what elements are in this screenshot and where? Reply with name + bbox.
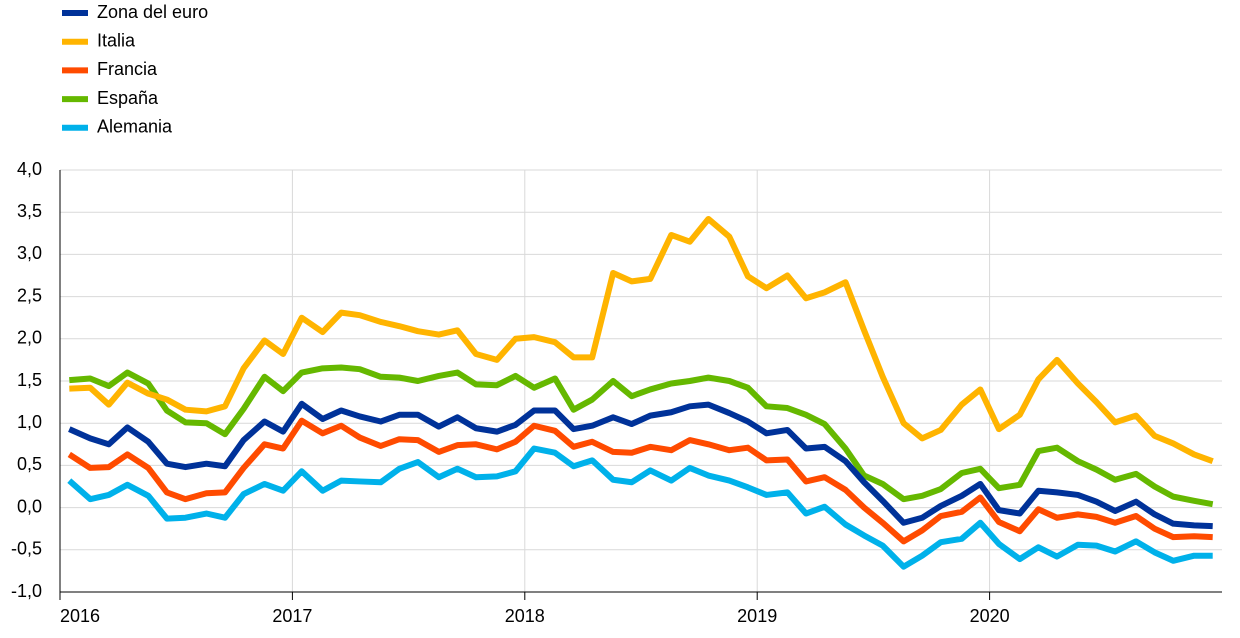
series-line: [67, 417, 1213, 545]
y-tick-label: 4,0: [17, 159, 42, 179]
legend-label: España: [97, 88, 159, 108]
x-tick-label: 2019: [737, 606, 777, 626]
x-tick-label: 2016: [60, 606, 100, 626]
series-line: [69, 215, 1214, 464]
series-line: [67, 445, 1213, 570]
y-tick-label: 2,5: [17, 285, 42, 305]
x-tick-label: 2020: [970, 606, 1010, 626]
y-tick-label: 1,5: [17, 370, 42, 390]
y-tick-label: -0,5: [11, 539, 42, 559]
legend-label: Alemania: [97, 117, 173, 137]
x-tick-label: 2017: [272, 606, 312, 626]
y-tick-label: -1,0: [11, 581, 42, 601]
y-tick-label: 3,0: [17, 243, 42, 263]
y-tick-label: 3,5: [17, 201, 42, 221]
legend-label: Zona del euro: [97, 2, 208, 22]
legend-label: Italia: [97, 30, 136, 50]
series-line: [68, 400, 1213, 530]
y-tick-label: 0,0: [17, 496, 42, 516]
x-tick-label: 2018: [505, 606, 545, 626]
series-line: [69, 364, 1214, 508]
y-tick-label: 1,0: [17, 412, 42, 432]
y-tick-label: 2,0: [17, 328, 42, 348]
legend-label: Francia: [97, 59, 158, 79]
y-tick-label: 0,5: [17, 454, 42, 474]
